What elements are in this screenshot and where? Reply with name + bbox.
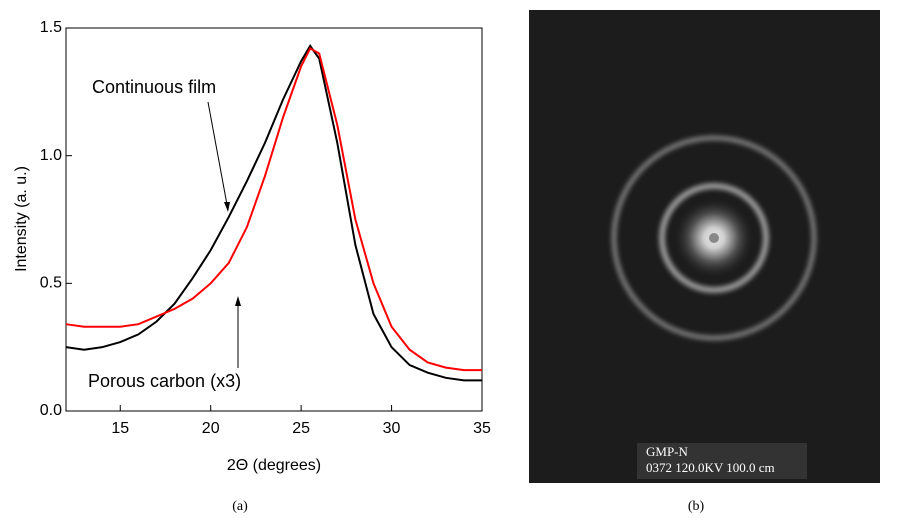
x-tick-label: 20 [202, 420, 220, 437]
arrow-head [224, 202, 230, 212]
plot-frame [65, 27, 483, 412]
x-tick-label: 25 [292, 420, 310, 437]
diffraction-ring [611, 135, 817, 341]
caption-box [637, 443, 807, 479]
annotation: Porous carbon (x3) [88, 371, 241, 391]
diffraction-ring [659, 183, 769, 293]
series-line [65, 47, 482, 372]
annotation: Continuous film [92, 77, 216, 97]
y-tick-label: 0.0 [40, 402, 62, 419]
panel-label: (a) [232, 499, 248, 514]
y-tick-label: 1.5 [40, 19, 62, 36]
image-caption: 0372 120.0KV 100.0 cm [646, 460, 775, 475]
panel-label: (b) [688, 499, 705, 514]
y-axis-label: Intensity (a. u.) [13, 166, 30, 272]
image-caption: GMP-N [646, 444, 689, 459]
y-tick-label: 1.0 [40, 147, 62, 164]
y-tick-label: 0.5 [40, 275, 62, 292]
x-tick-label: 15 [111, 420, 129, 437]
x-tick-label: 35 [473, 420, 491, 437]
x-tick-label: 30 [383, 420, 401, 437]
beam-stop [709, 233, 719, 243]
x-axis-label: 2Θ (degrees) [227, 457, 321, 474]
arrow-head [235, 296, 241, 306]
arrow [207, 101, 229, 211]
series-line [65, 44, 482, 382]
